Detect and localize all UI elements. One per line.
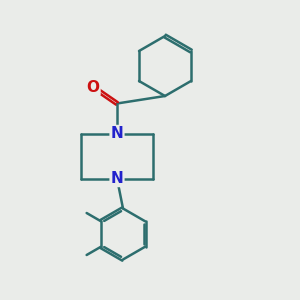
- Text: N: N: [111, 171, 123, 186]
- Text: O: O: [86, 80, 100, 94]
- Text: N: N: [111, 126, 123, 141]
